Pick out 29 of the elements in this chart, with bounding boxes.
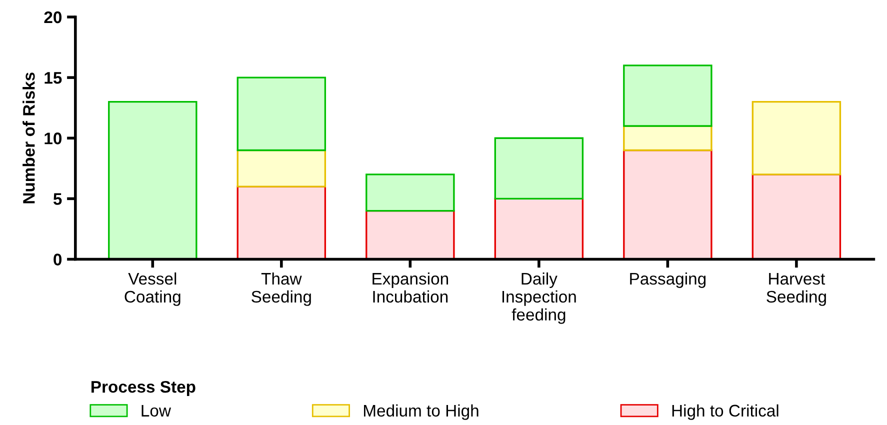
bar xyxy=(236,149,326,188)
bar xyxy=(236,186,326,260)
x-tick-label: Expansion Incubation xyxy=(372,272,448,303)
bar xyxy=(752,100,842,176)
x-tick-label: Daily Inspection feeding xyxy=(502,272,576,324)
x-tick-label: Harvest Seeding xyxy=(766,273,826,306)
y-tick-label: 0 xyxy=(54,254,62,266)
bar xyxy=(623,64,712,127)
legend-label: Medium to High xyxy=(364,404,478,420)
bar xyxy=(494,137,584,200)
y-axis-title: Number of Risks xyxy=(22,72,35,204)
bar xyxy=(366,174,455,212)
legend-label: High to Critical xyxy=(672,404,778,420)
bar xyxy=(623,149,712,260)
legend-title: Process Step xyxy=(92,380,196,396)
bar xyxy=(366,210,455,260)
x-tick-label: Thaw Seeding xyxy=(252,272,311,306)
y-tick-label: 10 xyxy=(44,132,62,144)
y-tick-label: 5 xyxy=(53,193,62,205)
y-tick-label: 15 xyxy=(44,72,62,84)
bar xyxy=(494,198,584,260)
bar xyxy=(752,174,842,260)
y-tick-label: 20 xyxy=(44,11,62,24)
x-tick-label: Passaging xyxy=(630,272,706,288)
bar xyxy=(623,125,712,152)
x-tick-label: Vessel Coating xyxy=(124,272,180,306)
bar xyxy=(108,100,198,260)
legend-label: Low xyxy=(142,404,172,417)
bar xyxy=(236,76,326,152)
